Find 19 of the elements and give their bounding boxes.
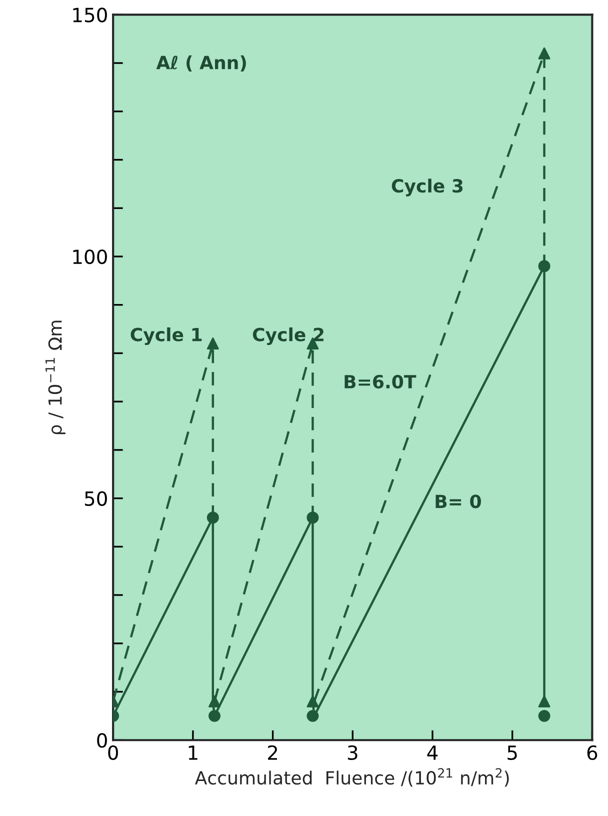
annotation: B= 0 xyxy=(436,494,481,508)
y-tick-label: 100 xyxy=(73,249,107,264)
y-tick-label: 150 xyxy=(73,8,107,22)
y-tick-label: 50 xyxy=(84,491,107,506)
x-tick-label: 0 xyxy=(108,745,118,760)
x-tick-label: 4 xyxy=(427,746,438,760)
annotation: Cycle 3 xyxy=(392,178,463,196)
x-axis-title: Accumulated Fluence /(10$^{21}$ n/m$^{2}$) xyxy=(194,768,509,787)
annotation: B=6.0T xyxy=(344,374,416,389)
annotation: Aℓ ( Ann) xyxy=(156,55,246,72)
x-tick-label: 5 xyxy=(508,746,517,760)
annotation: Cycle 2 xyxy=(252,327,324,346)
y-tick-label: 0 xyxy=(97,733,107,748)
x-tick-label: 3 xyxy=(348,745,358,760)
x-tick-label: 6 xyxy=(587,745,598,760)
x-tick-label: 2 xyxy=(268,745,278,760)
y-axis-title: ρ / 10$^{−11}$ Ωm xyxy=(46,320,66,434)
annotation: Cycle 1 xyxy=(130,327,202,346)
x-tick-label: 1 xyxy=(188,746,198,760)
